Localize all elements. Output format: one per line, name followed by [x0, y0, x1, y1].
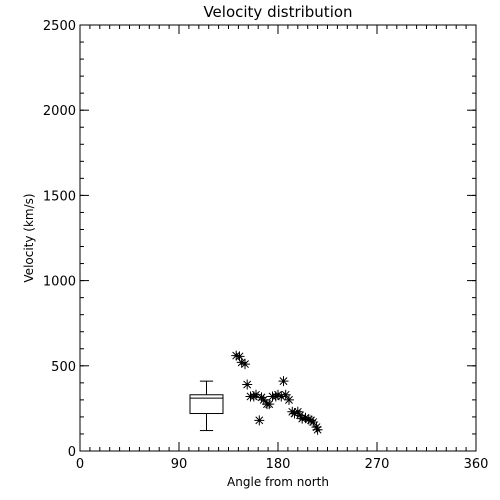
- data-point: [242, 379, 253, 390]
- y-tick-label: 1500: [43, 189, 76, 204]
- y-tick-label: 2000: [43, 104, 76, 119]
- data-point: [297, 413, 308, 424]
- data-point: [308, 417, 319, 428]
- data-point: [292, 406, 303, 417]
- x-tick-label: 180: [266, 457, 291, 472]
- x-tick-label: 270: [365, 457, 390, 472]
- data-point: [236, 357, 247, 368]
- data-point: [311, 422, 322, 433]
- data-point: [278, 376, 289, 387]
- x-tick-label: 0: [76, 457, 84, 472]
- plot-area: 0 90 180 270 360 0 500 1000 1500 2000 2500: [43, 19, 489, 472]
- data-point: [303, 414, 314, 425]
- data-point: [312, 424, 323, 435]
- data-point: [280, 389, 291, 400]
- x-tick-label: 360: [464, 457, 489, 472]
- data-point: [240, 359, 250, 370]
- y-tick-label: 0: [68, 445, 76, 460]
- data-point: [254, 415, 265, 426]
- data-point: [295, 410, 305, 421]
- x-axis-label: Angle from north: [227, 475, 329, 489]
- data-point: [264, 399, 275, 410]
- y-tick-label: 1000: [43, 275, 76, 290]
- data-point: [273, 389, 283, 400]
- y-tick-label: 2500: [43, 19, 76, 34]
- x-tick-label: 90: [171, 457, 188, 472]
- data-point: [284, 394, 294, 405]
- data-point: [231, 350, 242, 361]
- y-axis-label: Velocity (km/s): [22, 193, 36, 282]
- data-point: [289, 408, 300, 419]
- data-point: [276, 391, 287, 402]
- data-point: [234, 351, 245, 362]
- data-point: [300, 412, 311, 423]
- data-point: [251, 389, 261, 400]
- box-plot: [189, 380, 224, 432]
- chart-title: Velocity distribution: [203, 3, 352, 21]
- data-point: [258, 394, 269, 405]
- y-tick-label: 500: [51, 360, 76, 375]
